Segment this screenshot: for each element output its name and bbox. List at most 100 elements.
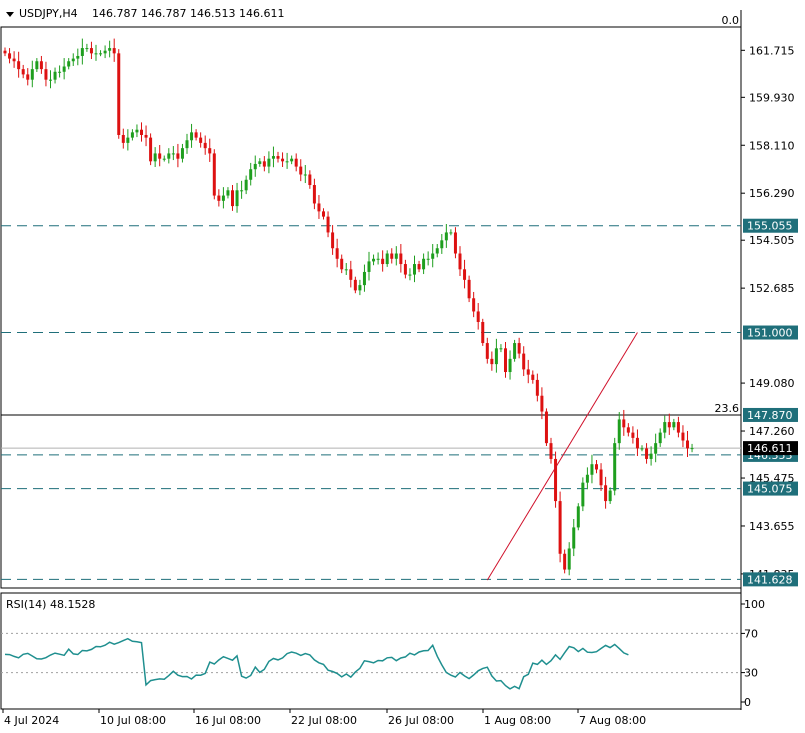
candle-body	[649, 453, 653, 459]
candle-body	[299, 166, 303, 175]
price-tick-label: 161.715	[749, 44, 795, 57]
candle-body	[194, 132, 198, 138]
ohlc-values: 146.787 146.787 146.513 146.611	[92, 7, 284, 20]
horizontal-levels	[1, 225, 741, 580]
candle-body	[617, 419, 621, 444]
candle-body	[281, 158, 285, 162]
candle-body	[253, 163, 257, 170]
rsi-tick-label: 0	[744, 696, 751, 709]
candle-body	[581, 482, 585, 507]
candle-body	[290, 158, 294, 162]
candle-body	[344, 269, 348, 271]
candle-body	[654, 443, 658, 454]
rsi-tick-label: 100	[744, 598, 765, 611]
candle-body	[690, 448, 694, 450]
price-tick-label: 159.930	[749, 91, 795, 104]
candle-body	[58, 71, 62, 73]
level-label-box	[743, 481, 798, 496]
support-trendline	[486, 332, 638, 581]
price-tick-label: 152.685	[749, 282, 795, 295]
candle-body	[494, 348, 498, 365]
candle-body	[526, 369, 530, 375]
candle-body	[585, 474, 589, 483]
level-label-box	[743, 325, 798, 340]
time-tick-label: 10 Jul 08:00	[100, 714, 166, 727]
candle-body	[249, 169, 253, 180]
candle-body	[372, 258, 376, 262]
dropdown-triangle-icon[interactable]	[6, 12, 14, 17]
candle-body	[385, 253, 389, 265]
candle-body	[135, 129, 139, 133]
candle-body	[417, 264, 421, 270]
level-label-2: 147.870	[747, 409, 793, 422]
candle-body	[517, 343, 521, 354]
candle-body	[80, 48, 84, 56]
candle-body	[635, 437, 639, 449]
level-labels: 155.055151.000147.87023.6146.353145.0751…	[715, 218, 798, 587]
candle-body	[221, 195, 225, 201]
time-tick-label: 7 Aug 08:00	[579, 714, 646, 727]
candle-body	[71, 58, 75, 62]
price-tick-label: 158.110	[749, 139, 795, 152]
candle-body	[362, 271, 366, 286]
candle-body	[408, 274, 412, 276]
candle-body	[403, 264, 407, 275]
candle-body	[353, 279, 357, 291]
candle-body	[513, 343, 517, 359]
candle-body	[262, 161, 266, 167]
candle-body	[244, 179, 248, 191]
candle-body	[613, 443, 617, 491]
candle-body	[235, 190, 239, 207]
candle-body	[608, 490, 612, 502]
candle-body	[467, 279, 471, 299]
candle-body	[44, 69, 48, 80]
candle-body	[394, 253, 398, 259]
candle-body	[349, 269, 353, 280]
candle-body	[217, 195, 221, 201]
candle-body	[21, 69, 25, 75]
level-label-5: 141.628	[747, 573, 793, 586]
candle-body	[67, 61, 71, 67]
time-tick-label: 1 Aug 08:00	[484, 714, 551, 727]
candle-body	[576, 506, 580, 528]
candle-body	[631, 432, 635, 438]
candle-body	[463, 269, 467, 280]
candle-body	[544, 411, 548, 444]
candle-body	[340, 258, 344, 270]
level-label-box	[743, 218, 798, 233]
level-label-box	[743, 572, 798, 587]
price-tick-label: 154.505	[749, 234, 795, 247]
symbol-label: USDJPY,H4	[19, 7, 78, 20]
candle-body	[686, 440, 689, 449]
candle-body	[176, 153, 180, 159]
candle-body	[130, 132, 134, 138]
candle-body	[472, 298, 476, 312]
candle-body	[180, 148, 184, 159]
candle-body	[149, 137, 153, 162]
candle-body	[499, 348, 503, 350]
candle-body	[212, 153, 216, 196]
candle-body	[444, 232, 448, 241]
candle-body	[326, 216, 330, 233]
candle-body	[554, 458, 558, 502]
rsi-line	[4, 637, 629, 690]
candle-body	[322, 211, 325, 217]
fib-level-annotation: 23.6	[715, 402, 740, 415]
candle-body	[121, 134, 125, 143]
candle-body	[572, 527, 576, 549]
time-axis: 4 Jul 2024 10 Jul 08:00 16 Jul 08:00 22 Jul…	[2, 709, 646, 727]
candle-body	[476, 311, 480, 322]
candle-body	[663, 422, 667, 433]
candle-body	[435, 248, 439, 254]
candle-body	[49, 79, 52, 81]
rsi-tick-label: 30	[744, 667, 758, 680]
candle-body	[640, 448, 644, 450]
candle-body	[431, 253, 435, 259]
candle-body	[599, 469, 603, 486]
candle-body	[626, 427, 630, 433]
rsi-panel-frame	[0, 592, 742, 710]
candle-body	[199, 137, 203, 143]
candle-body	[267, 158, 271, 167]
candle-body	[485, 343, 489, 359]
